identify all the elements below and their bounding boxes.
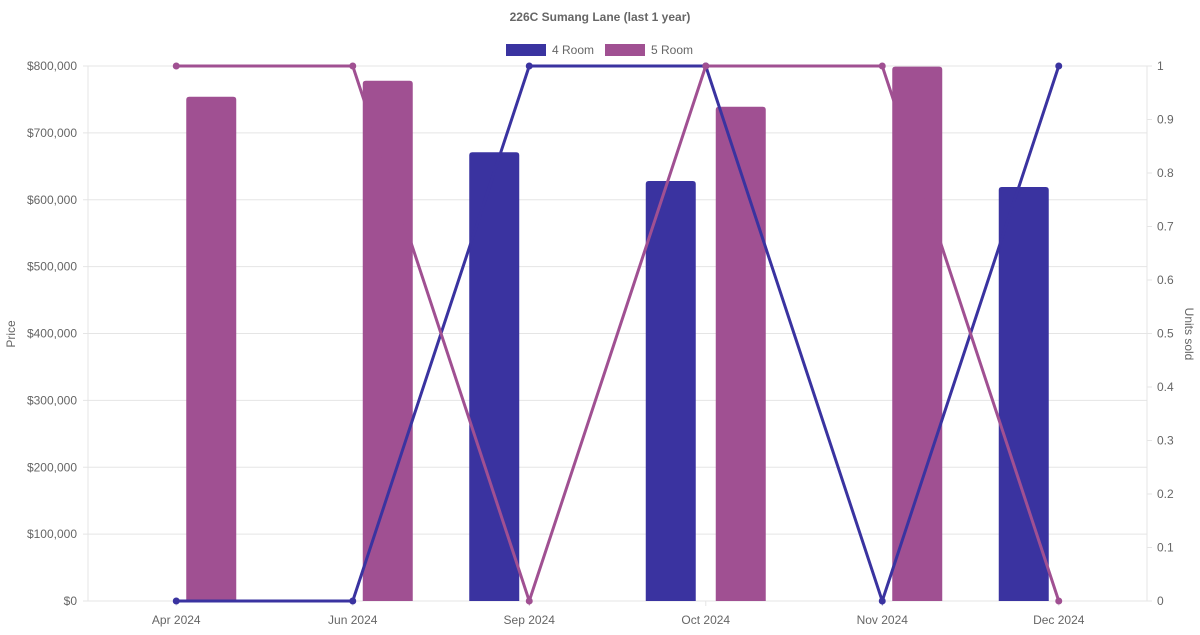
x-tick-label: Jun 2024: [328, 613, 378, 627]
point-4-room: [525, 62, 533, 70]
y-tick-label: $400,000: [27, 327, 77, 341]
bar-4-room: [645, 181, 696, 601]
y2-tick-label: 0.3: [1157, 434, 1174, 448]
bar-4-room: [998, 187, 1049, 601]
bar-5-room: [186, 96, 237, 601]
point-4-room: [878, 597, 886, 605]
y-tick-label: $0: [64, 594, 78, 608]
line-5-room: [176, 64, 1061, 606]
x-tick-label: Dec 2024: [1033, 613, 1085, 627]
x-tick-label: Oct 2024: [681, 613, 730, 627]
legend-swatch: [605, 44, 645, 56]
point-4-room: [1055, 62, 1063, 70]
legend-label: 4 Room: [552, 43, 594, 57]
y-tick-label: $200,000: [27, 460, 77, 474]
bars: [186, 66, 1049, 602]
point-5-room: [525, 597, 533, 605]
legend-label: 5 Room: [651, 43, 693, 57]
x-tick-label: Nov 2024: [857, 613, 909, 627]
y2-axis-label: Units sold: [1182, 308, 1196, 361]
x-tick-label: Sep 2024: [504, 613, 556, 627]
y2-tick-label: 0.2: [1157, 487, 1174, 501]
y2-tick-label: 0.1: [1157, 541, 1174, 555]
y2-tick-label: 0.5: [1157, 327, 1174, 341]
y-tick-label: $800,000: [27, 59, 77, 73]
bar-4-room: [469, 152, 520, 602]
bar-5-room: [892, 66, 943, 601]
chart-title: 226C Sumang Lane (last 1 year): [510, 10, 691, 24]
y-tick-label: $300,000: [27, 393, 77, 407]
y-tick-label: $600,000: [27, 193, 77, 207]
y2-tick-label: 0.7: [1157, 220, 1174, 234]
legend-swatch: [506, 44, 546, 56]
point-5-room: [1055, 597, 1063, 605]
y-tick-label: $100,000: [27, 527, 77, 541]
legend: 4 Room 5 Room: [506, 43, 693, 57]
y-tick-label: $700,000: [27, 126, 77, 140]
y2-tick-label: 0.6: [1157, 273, 1174, 287]
bar-5-room: [362, 80, 413, 601]
x-tick-label: Apr 2024: [152, 613, 201, 627]
y2-tick-label: 1: [1157, 59, 1164, 73]
point-5-room: [878, 62, 886, 70]
point-4-room: [172, 597, 180, 605]
axes: $0 $100,000 $200,000 $300,000 $400,000 $500,0…: [27, 59, 1174, 627]
y-tick-label: $500,000: [27, 260, 77, 274]
bar-5-room: [715, 106, 766, 601]
y2-tick-label: 0.9: [1157, 113, 1174, 127]
lines: [172, 62, 1063, 606]
line-4-room: [176, 64, 1061, 606]
y-axis-label: Price: [4, 320, 18, 348]
point-4-room: [349, 597, 357, 605]
point-5-room: [349, 62, 357, 70]
y2-tick-label: 0.8: [1157, 166, 1174, 180]
point-5-room: [172, 62, 180, 70]
y2-tick-label: 0.4: [1157, 380, 1174, 394]
y2-tick-label: 0: [1157, 594, 1164, 608]
point-5-room: [702, 62, 710, 70]
